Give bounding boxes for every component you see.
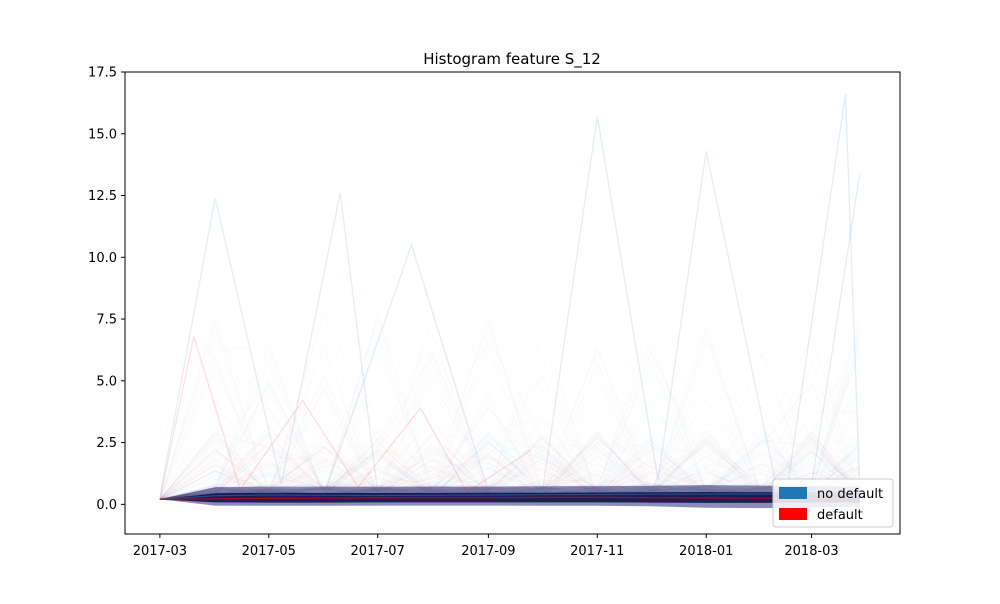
legend-swatch [779,487,807,499]
y-tick-label: 7.5 [96,313,117,328]
axes: 0.0 2.5 5.0 7.5 10.0 12.5 15.0 17.5 2017-03 2017-… [88,66,901,559]
legend-swatch [779,508,807,520]
y-tick-label: 5.0 [96,374,117,389]
x-tick-label: 2018-03 [784,544,838,559]
x-tick-label: 2018-01 [679,544,733,559]
series-line-default-1 [159,496,860,500]
y-tick-label: 17.5 [88,66,117,81]
series-line-no-default-3 [541,116,779,495]
series-line-no-default-2 [159,192,379,498]
y-tick-label: 15.0 [88,127,117,142]
series-line-default-6 [159,336,532,500]
series-line-no-default-0 [159,493,860,500]
plot-area [159,94,861,509]
x-tick-label: 2017-05 [242,544,296,559]
legend-label: default [817,508,863,523]
y-tick-label: 0.0 [96,498,117,513]
legend: no default default [772,478,894,528]
x-tick-label: 2017-11 [570,544,624,559]
x-tick-label: 2017-03 [133,544,187,559]
axes-frame [124,71,901,535]
y-tick-label: 12.5 [88,189,117,204]
y-tick-label: 10.0 [88,251,117,266]
x-tick-label: 2017-09 [461,544,515,559]
x-tick-label: 2017-07 [351,544,405,559]
y-tick-label: 2.5 [96,436,117,451]
series-line-no-default-4 [785,94,861,493]
series-line-no-default-5 [323,242,490,495]
chart-title: Histogram feature S_12 [423,50,601,69]
series-line-no-default-7 [810,173,861,485]
legend-label: no default [817,487,883,502]
